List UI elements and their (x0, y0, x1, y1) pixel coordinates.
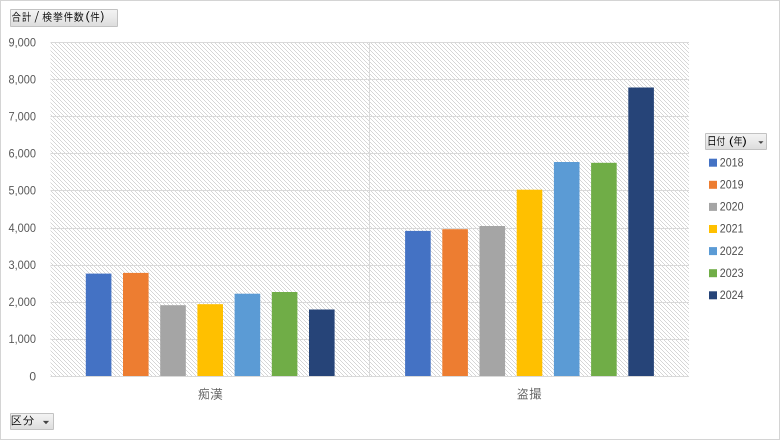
svg-text:3,000: 3,000 (9, 258, 37, 272)
svg-text:1,000: 1,000 (9, 332, 37, 346)
svg-text:2022: 2022 (720, 244, 744, 258)
svg-text:6,000: 6,000 (9, 147, 37, 161)
svg-text:4,000: 4,000 (9, 221, 37, 235)
svg-text:7,000: 7,000 (9, 110, 37, 124)
svg-text:0: 0 (29, 369, 36, 383)
svg-text:2019: 2019 (720, 178, 744, 192)
svg-text:2018: 2018 (720, 155, 744, 169)
svg-text:2020: 2020 (720, 200, 744, 214)
svg-text:2021: 2021 (720, 222, 744, 236)
svg-text:9,000: 9,000 (9, 35, 37, 49)
svg-text:2,000: 2,000 (9, 295, 37, 309)
svg-text:8,000: 8,000 (9, 72, 37, 86)
svg-text:5,000: 5,000 (9, 184, 37, 198)
svg-text:2023: 2023 (720, 266, 744, 280)
svg-text:2024: 2024 (720, 288, 744, 302)
